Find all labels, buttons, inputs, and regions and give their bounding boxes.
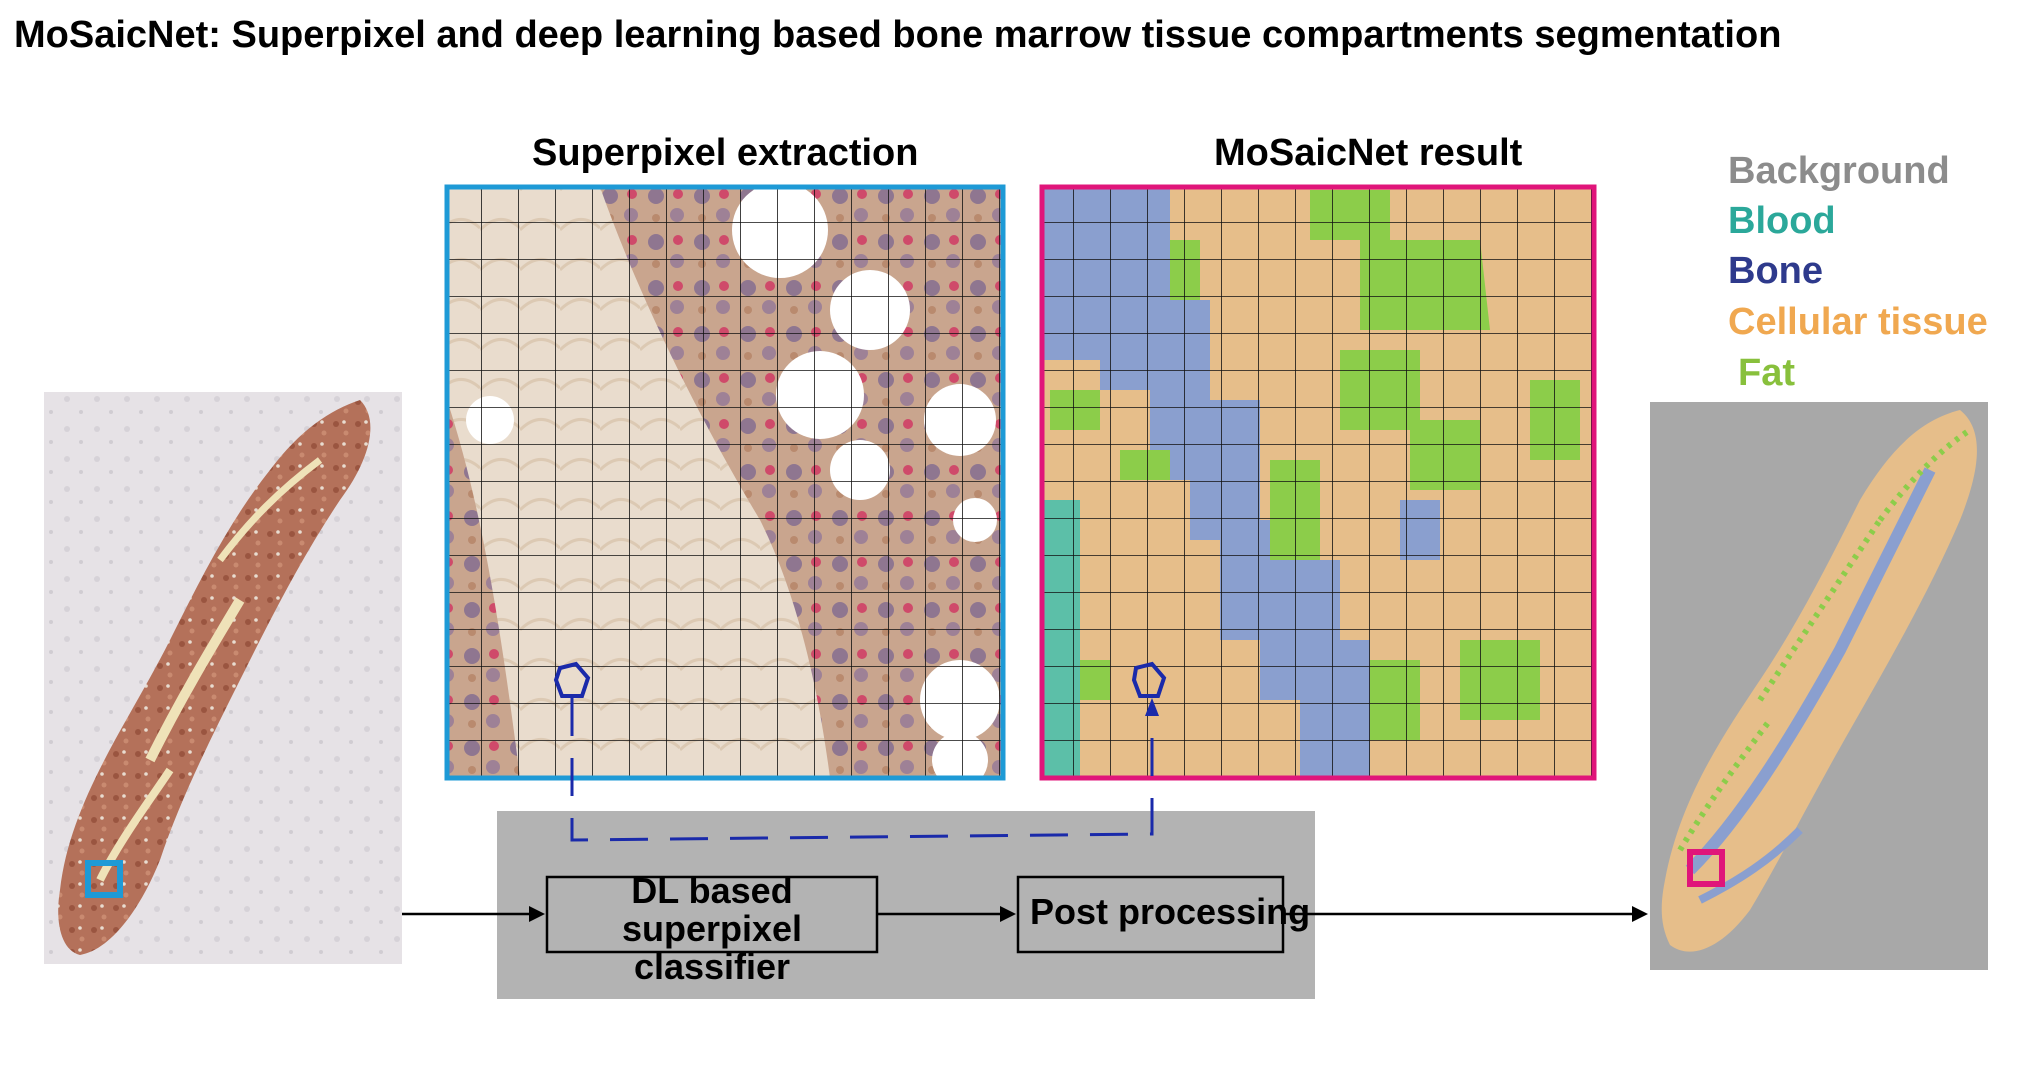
legend-bone: Bone [1728, 250, 1823, 293]
result-highlight [1131, 661, 1167, 698]
classifier-label-line1: DL based superpixel [621, 870, 803, 949]
superpixel-panel [444, 184, 1006, 781]
legend-blood: Blood [1728, 200, 1836, 243]
dashed-connector [570, 698, 1154, 842]
result-panel [1039, 184, 1597, 781]
legend-background: Background [1728, 150, 1950, 193]
input-slide-image [44, 392, 402, 964]
output-segmentation-image [1650, 402, 1988, 970]
superpixel-frame [444, 184, 1006, 781]
legend-cellular-label: Cellular tissue [1728, 301, 1988, 343]
legend-cellular: Cellular tissue [1728, 301, 1988, 344]
input-roi-box [85, 860, 123, 898]
classifier-label-line2: classifier [633, 946, 791, 987]
result-panel-title: MoSaicNet result [1214, 132, 1523, 174]
legend-bone-label: Bone [1728, 250, 1823, 292]
result-frame [1039, 184, 1597, 781]
superpixel-highlight [553, 661, 591, 698]
connector-arrowhead [1145, 698, 1159, 716]
figure-title: MoSaicNet: Superpixel and deep learning … [14, 14, 1782, 56]
arrowhead-3 [1632, 906, 1648, 922]
legend-fat-label: Fat [1738, 352, 1795, 394]
legend-fat: Fat [1738, 352, 1795, 395]
pipeline-box [497, 811, 1315, 999]
classifier-label: DL based superpixel classifier [547, 872, 877, 986]
output-roi-box [1687, 849, 1725, 887]
superpixel-panel-title: Superpixel extraction [532, 132, 919, 174]
post-processing-label: Post processing [1030, 891, 1311, 932]
legend-blood-label: Blood [1728, 200, 1836, 242]
legend-background-label: Background [1728, 150, 1950, 192]
arrowhead-1 [529, 906, 545, 922]
arrowhead-2 [1000, 906, 1016, 922]
